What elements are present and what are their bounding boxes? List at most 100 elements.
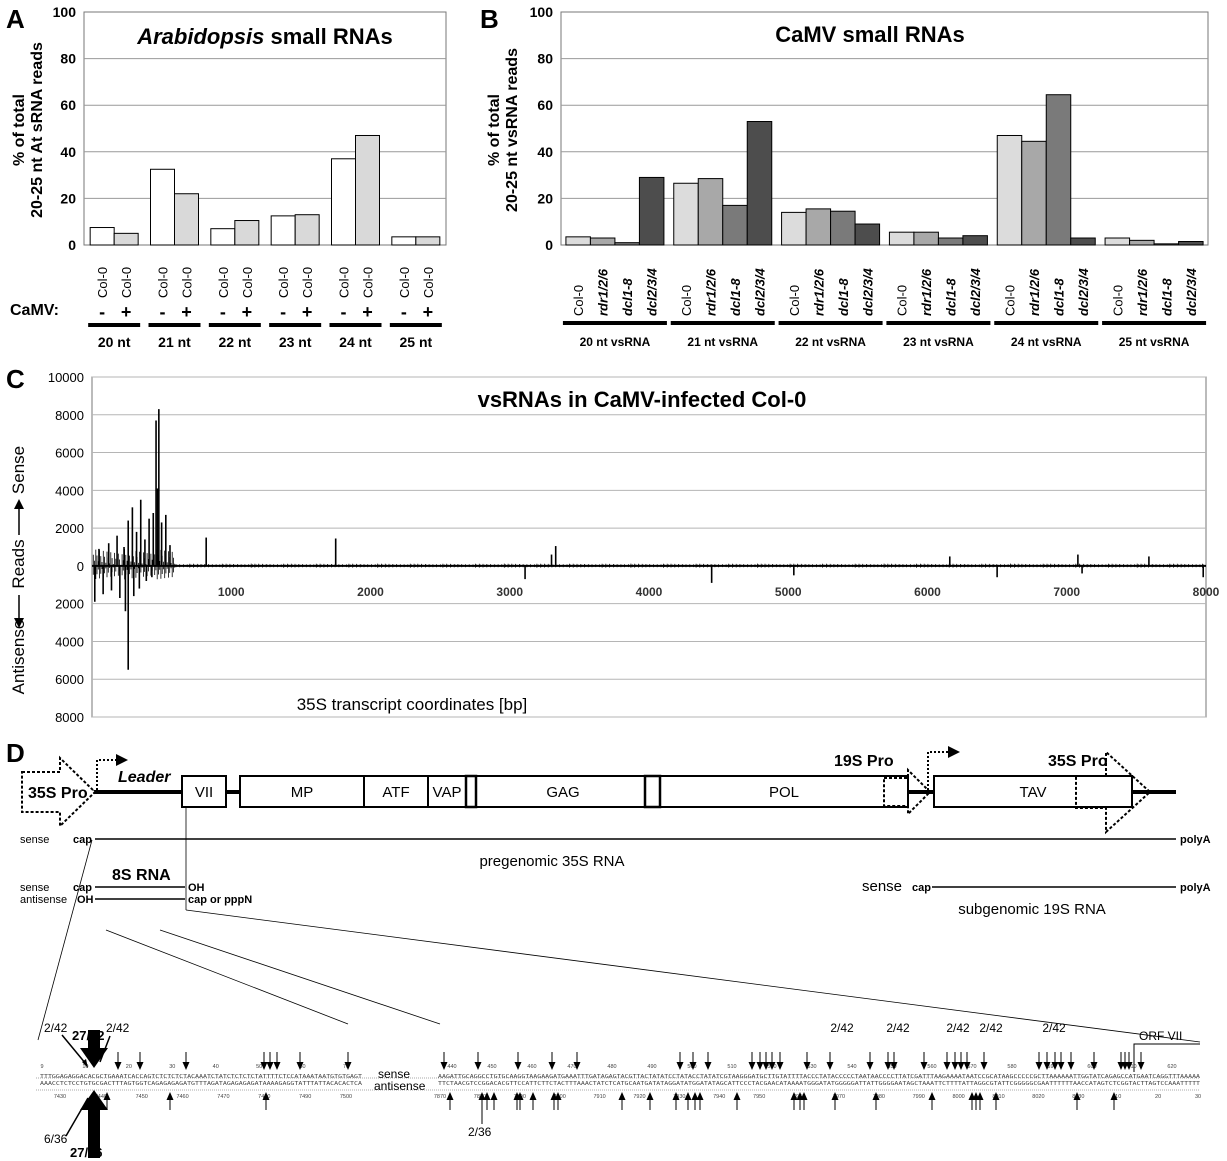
x-ticks-c: 1000 2000 3000 4000 5000 6000 7000 8000 <box>218 585 1220 599</box>
orf-label: MP <box>291 784 314 801</box>
bar <box>1104 237 1131 246</box>
tss-arrowhead-left-icon <box>116 754 128 766</box>
bar <box>113 232 139 246</box>
seq-number: 540 <box>847 1064 856 1070</box>
chart-title-a: Arabidopsis small RNAs <box>136 24 393 49</box>
seq-number: 480 <box>607 1064 616 1070</box>
bar <box>614 242 640 246</box>
pregenomic-rna-label: pregenomic 35S RNA <box>479 853 624 870</box>
sense-arrowhead-icon <box>1035 1062 1043 1070</box>
antisense-arrowhead-icon <box>646 1092 654 1100</box>
orf-label: VII <box>195 784 213 801</box>
cut-frequency-label: 2/42 <box>1042 1021 1066 1035</box>
seq-number: 7430 <box>54 1094 66 1100</box>
orf-box <box>933 775 1133 808</box>
y-tick-label: 80 <box>60 51 76 67</box>
panel-d: D 35S Pro Leader VII MP ATF VAP GAG POL TAV 19… <box>6 738 1211 1160</box>
chart-title-b: CaMV small RNAs <box>775 22 965 47</box>
bar <box>830 210 856 246</box>
sense-arrowhead-icon <box>1057 1062 1065 1070</box>
group-label: 24 nt vsRNA <box>1011 335 1082 349</box>
sense-arrowhead-icon <box>344 1062 352 1070</box>
category-label: rdr1/2/6 <box>1027 268 1042 316</box>
category-label: rdr1/2/6 <box>1135 268 1150 316</box>
antisense-arrowhead-icon <box>790 1092 798 1100</box>
bar <box>1153 243 1180 246</box>
antisense-arrowhead-icon <box>733 1092 741 1100</box>
seq-right-antisense: TTCTAACGTCCGGACACGTTCCATTCTTCTACTTTAAACT… <box>438 1081 1200 1087</box>
sense-arrowhead-icon <box>957 1062 965 1070</box>
label-2-42-a: 2/42 <box>44 1021 68 1035</box>
oh-label-right: OH <box>188 882 205 894</box>
seq-number: 9 <box>40 1064 43 1070</box>
y-tick-label: 6000 <box>55 446 84 461</box>
sense-arrowhead-icon <box>573 1062 581 1070</box>
seq-number: 8020 <box>1032 1094 1044 1100</box>
zoom-line-1 <box>37 839 93 1041</box>
bar <box>1045 94 1072 246</box>
x-tick-label: 3000 <box>496 585 523 599</box>
seq-number: 7930 <box>673 1094 685 1100</box>
gag-overlap-right <box>643 774 662 809</box>
sense-arrowhead-icon <box>548 1062 556 1070</box>
arrow-up-icon <box>14 499 24 509</box>
antisense-arrowhead-icon <box>872 1092 880 1100</box>
sense-arrowhead-icon <box>114 1062 122 1070</box>
y-tick-label: 0 <box>68 237 76 253</box>
antisense-arrowhead-icon <box>516 1092 524 1100</box>
seq-number: 7450 <box>136 1094 148 1100</box>
panel-letter-b: B <box>480 4 499 34</box>
y-ticks-a: 0 20 40 60 80 100 <box>53 4 77 253</box>
group-label: 23 nt <box>279 334 312 350</box>
panel-c: C 10000 8000 6000 4000 2000 0 2000 4000 6000 8000… <box>6 364 1220 725</box>
chart-title-a-italic: Arabidopsis <box>136 24 264 49</box>
sense-arrowhead-icon <box>260 1062 268 1070</box>
sense-arrowhead-icon <box>1125 1062 1133 1070</box>
group-label: 21 nt vsRNA <box>687 335 758 349</box>
y-ticks-b: 0 20 40 60 80 100 <box>530 4 554 253</box>
bar <box>174 193 199 246</box>
pointer-line-2-42-a <box>61 1034 87 1065</box>
seq-number: 610 <box>1127 1064 1136 1070</box>
sense-arrowhead-icon <box>474 1062 482 1070</box>
seq-number: 7950 <box>753 1094 765 1100</box>
group-label: 23 nt vsRNA <box>903 335 974 349</box>
seq-number: 600 <box>1087 1064 1096 1070</box>
antisense-arrowhead-icon <box>483 1092 491 1100</box>
category-label: rdr1/2/6 <box>919 268 934 316</box>
bar <box>565 236 591 246</box>
y-axis-label-a-2: 20-25 nt At sRNA reads <box>29 42 46 218</box>
label-2-36: 2/36 <box>468 1125 492 1139</box>
arrow-down-icon <box>14 618 24 628</box>
bar <box>234 220 260 246</box>
treatment-mark: + <box>242 302 253 322</box>
sense-label-2: sense <box>20 882 49 894</box>
y-tick-label: 60 <box>60 97 76 113</box>
antisense-arrowhead-icon <box>992 1092 1000 1100</box>
x-tick-label: 6000 <box>914 585 941 599</box>
seq-number: 70 <box>343 1064 349 1070</box>
category-label: Col-0 <box>895 285 910 316</box>
grid-a <box>84 58 446 199</box>
y-tick-label: 4000 <box>55 634 84 649</box>
y-tick-label: 0 <box>545 237 553 253</box>
seq-number: 510 <box>727 1064 736 1070</box>
sense-arrowhead-icon <box>514 1062 522 1070</box>
category-label: dcl1-8 <box>620 278 635 316</box>
bar <box>638 176 665 246</box>
sense-arrowhead-icon <box>676 1062 684 1070</box>
treatment-mark: + <box>423 302 434 322</box>
sequence-detail: TTTGGAGAGGACACGCTGAAATCACCAGTCTCTCTCTACA… <box>36 1021 1201 1160</box>
y-axis-label-b-1: % of total <box>486 94 503 166</box>
y-tick-label: 20 <box>60 190 76 206</box>
seq-number: 450 <box>487 1064 496 1070</box>
antisense-arrowhead-icon <box>691 1092 699 1100</box>
y-tick-label: 2000 <box>55 521 84 536</box>
antisense-arrowhead-icon <box>684 1092 692 1100</box>
seq-number: 50 <box>256 1064 262 1070</box>
sense-arrowhead-icon <box>440 1062 448 1070</box>
sense-arrowhead-icon <box>890 1062 898 1070</box>
sense-arrowhead-icon <box>136 1062 144 1070</box>
